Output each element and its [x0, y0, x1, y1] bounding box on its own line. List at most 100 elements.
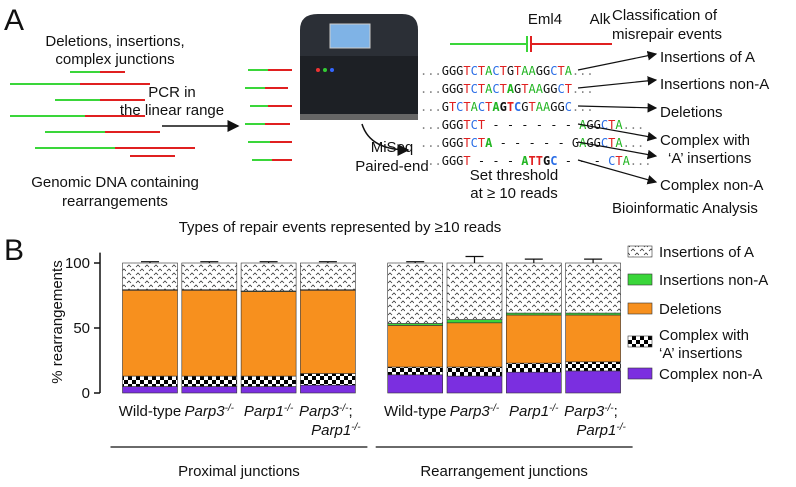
- legend-swatch: [627, 245, 653, 258]
- threshold-label: Set threshold: [470, 167, 558, 184]
- legend-swatch: [627, 273, 653, 286]
- y-tick-label: 50: [73, 320, 90, 337]
- legend-label: Deletions: [659, 301, 722, 318]
- x-tick-label: Parp1-/-: [244, 403, 294, 421]
- gene-label: Alk: [590, 11, 611, 28]
- legend-label: Complex with ‘A’ insertions: [659, 327, 753, 362]
- amplicons: [245, 69, 292, 161]
- bar-segment: [181, 289, 238, 377]
- sequence-segment: ...GGGTCTACTGTAAGGCTA...: [420, 64, 594, 78]
- bar-segment: [505, 262, 562, 314]
- sequence-segment: - - - CTA...: [557, 154, 651, 168]
- bar-segment: [240, 262, 297, 292]
- sequence-segment: ...GTCTACT: [420, 100, 492, 114]
- sequence: ...GGGTCT - - - - - - AGGCTA...: [420, 118, 644, 132]
- bar-segment: [181, 375, 238, 387]
- bar-segment: [240, 375, 297, 387]
- x-tick-label: Parp3-/-; Parp1-/-: [299, 403, 361, 440]
- arrow: [361, 123, 410, 156]
- sequence-segment: ...GGGTCTACT: [420, 82, 507, 96]
- bar-segment: [565, 262, 621, 314]
- arrow: [577, 159, 658, 185]
- sequence-segment: ...GGGTCT: [420, 136, 485, 150]
- sequence: ...GGGT - - - ATTGC - - - CTA...: [420, 154, 652, 168]
- sequence: ...GTCTACTAGTCGTAAGGC...: [420, 100, 594, 114]
- arrow: [577, 76, 658, 89]
- sequence-segment: GTAAGGC...: [521, 100, 593, 114]
- legend-label: Complex non-A: [659, 366, 762, 383]
- x-tick-label: Parp3-/-: [185, 403, 235, 421]
- threshold-label: at ≥ 10 reads: [470, 185, 557, 202]
- error-bar: [524, 258, 543, 263]
- bar-segment: [565, 314, 621, 363]
- legend-label: Insertions non-A: [659, 272, 768, 289]
- class-list: Insertions of A Insertions non-A Deletions…: [660, 49, 769, 194]
- x-tick-label: Wild-type: [119, 403, 182, 420]
- bar-segment: [446, 319, 503, 324]
- y-axis-label: % rearrangements: [49, 260, 66, 383]
- sequence-segment: A: [507, 82, 515, 96]
- legend-label: Insertions of A: [659, 244, 754, 261]
- input-title: complex junctions: [55, 51, 174, 68]
- pcr-label: the linear range: [120, 102, 224, 119]
- sequence-segment: ...GGGTCT - - - - - - AGGCTA...: [420, 118, 644, 132]
- x-tick-label: Parp3-/-: [450, 403, 500, 421]
- pcr-label: PCR in: [148, 84, 196, 101]
- bar-segment: [446, 322, 503, 368]
- panel-label: A: [4, 4, 24, 37]
- y-tick-label: 100: [65, 255, 90, 272]
- classification-title: Classification of: [612, 7, 718, 24]
- bar-segment: [300, 373, 356, 386]
- sequencing-label: Paired-end: [355, 158, 428, 175]
- error-bar: [200, 261, 219, 263]
- sequence-segment: ATTGC: [521, 154, 557, 168]
- error-bar: [141, 261, 159, 263]
- arrow: [577, 123, 658, 142]
- chart-title: Types of repair events represented by ≥1…: [179, 219, 502, 236]
- arrow: [577, 50, 658, 71]
- bar-segment: [387, 262, 444, 324]
- sequence-list: ...GGGTCTACTGTAAGGCTA......GGGTCTACTAGTA…: [420, 50, 658, 185]
- bar-segment: [446, 262, 503, 320]
- x-tick-label: Parp3-/-; Parp1-/-: [564, 403, 626, 440]
- sequence: ...GGGTCTA - - - - - GAGGCTA...: [420, 136, 644, 150]
- y-tick-label: 0: [82, 385, 90, 402]
- bar-segment: [446, 375, 503, 394]
- bar-segment: [387, 325, 444, 368]
- bar-segment: [240, 291, 297, 377]
- sequencer: [300, 14, 418, 120]
- sequence: ...GGGTCTACTGTAAGGCTA...: [420, 64, 594, 78]
- dna-fragments: [10, 71, 195, 157]
- class-label: Complex non-A: [660, 177, 763, 194]
- bar-segment: [181, 262, 238, 290]
- bar-segment: [122, 375, 178, 387]
- group-label: Rearrangement junctions: [420, 463, 588, 480]
- legend-swatch: [627, 367, 653, 380]
- bar-segment: [181, 386, 238, 394]
- bar-segment: [565, 370, 621, 394]
- class-label: Insertions non-A: [660, 76, 769, 93]
- input-caption: Genomic DNA containing: [31, 174, 199, 191]
- bar-segment: [505, 362, 562, 373]
- bar-segment: [300, 262, 356, 290]
- input-title: Deletions, insertions,: [45, 33, 184, 50]
- bar-segment: [240, 386, 297, 394]
- x-tick-label: Wild-type: [384, 403, 447, 420]
- error-bar: [259, 261, 278, 263]
- class-label: Complex with ‘A’ insertions: [660, 132, 754, 167]
- legend-swatch: [627, 302, 653, 315]
- sequence-segment: GTAAGGCT...: [514, 82, 594, 96]
- sequencing-label: MiSeq: [371, 139, 414, 156]
- bar-segment: [505, 371, 562, 394]
- bar-segment: [446, 366, 503, 377]
- input-caption: rearrangements: [62, 193, 168, 210]
- bar-segment: [122, 386, 178, 394]
- gene-label: Eml4: [528, 11, 562, 28]
- error-bar: [406, 261, 425, 263]
- bar-segment: [300, 289, 356, 374]
- sequence-segment: AGTC: [492, 100, 521, 114]
- bar-segment: [300, 384, 356, 394]
